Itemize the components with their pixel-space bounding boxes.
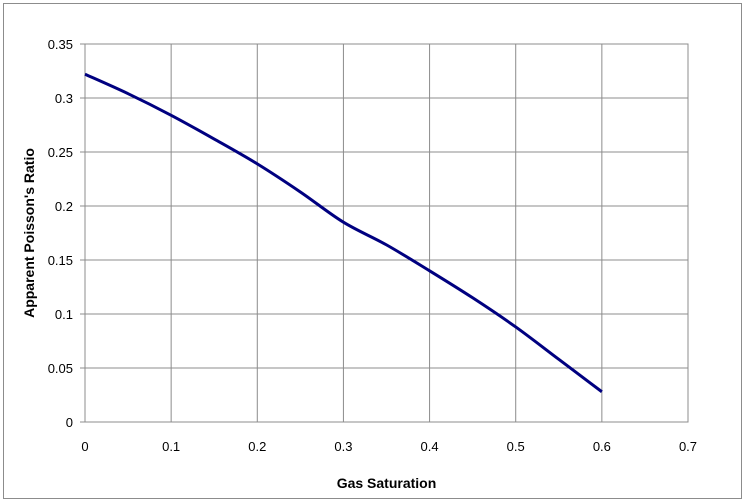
x-tick-label: 0.5 <box>507 439 525 454</box>
y-tick-label: 0.2 <box>55 199 73 214</box>
x-tick-label: 0.4 <box>421 439 439 454</box>
x-tick-label: 0.3 <box>334 439 352 454</box>
y-tick-label: 0.1 <box>55 307 73 322</box>
y-tick-label: 0.15 <box>48 253 73 268</box>
y-tick-label: 0 <box>66 415 73 430</box>
y-tick-label: 0.3 <box>55 91 73 106</box>
chart-frame <box>3 3 742 499</box>
x-tick-label: 0.7 <box>679 439 697 454</box>
y-axis-title: Apparent Poisson's Ratio <box>21 148 37 318</box>
series-line <box>84 72 603 393</box>
x-axis-tick-labels: 0 0.1 0.2 0.3 0.4 0.5 0.6 0.7 <box>81 439 697 454</box>
data-series <box>84 72 603 393</box>
x-tick-label: 0.6 <box>593 439 611 454</box>
plot-area-border <box>84 43 689 423</box>
y-tick-label: 0.25 <box>48 145 73 160</box>
x-tick-label: 0 <box>81 439 88 454</box>
x-axis-title: Gas Saturation <box>337 475 437 491</box>
y-tick-label: 0.05 <box>48 361 73 376</box>
x-tick-label: 0.1 <box>162 439 180 454</box>
x-tick-label: 0.2 <box>248 439 266 454</box>
gridlines <box>80 43 689 423</box>
y-tick-label: 0.35 <box>48 37 73 52</box>
y-axis-tick-labels: 0 0.05 0.1 0.15 0.2 0.25 0.3 0.35 <box>48 37 73 430</box>
